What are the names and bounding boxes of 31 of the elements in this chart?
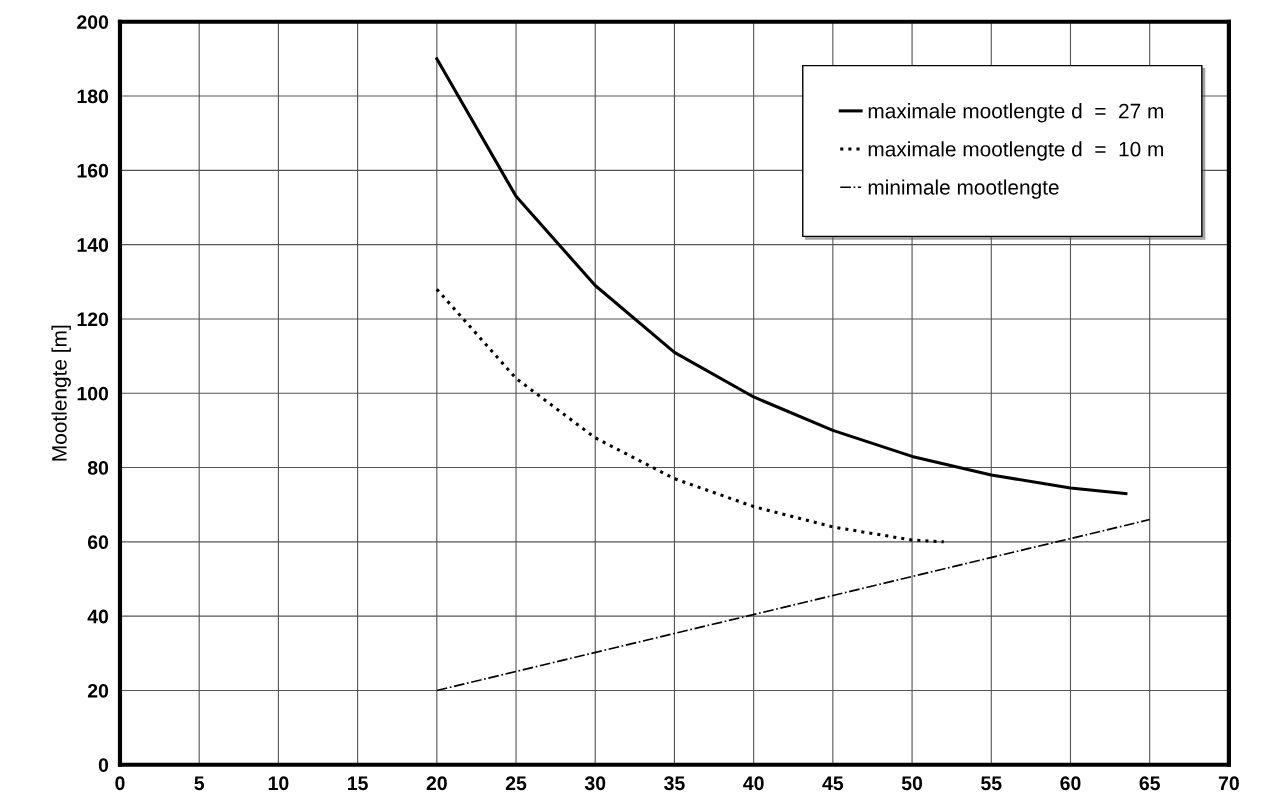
y-tick-label: 40	[87, 609, 109, 624]
legend-label: maximale mootlengte d = 10 m	[868, 141, 1163, 161]
x-tick-label: 55	[981, 776, 1002, 791]
y-tick-label: 160	[77, 163, 109, 178]
x-tick-label: 5	[194, 776, 205, 791]
y-tick-label: 20	[87, 683, 109, 698]
x-tick-label: 0	[115, 776, 125, 791]
x-tick-label: 30	[584, 776, 606, 791]
x-tick-label: 40	[743, 776, 764, 791]
y-tick-label: 80	[87, 461, 109, 475]
line-series	[435, 287, 946, 544]
legend-label: minimale mootlengte	[868, 179, 1059, 199]
x-tick-label: 50	[901, 776, 923, 791]
x-tick-label: 45	[822, 776, 844, 791]
y-tick-label: 140	[77, 238, 109, 252]
x-tick-label: 15	[348, 776, 368, 791]
y-tick-label: 120	[77, 312, 109, 327]
y-tick-label: 60	[87, 535, 109, 550]
x-tick-label: 20	[426, 776, 447, 791]
x-tick-label: 70	[1218, 776, 1239, 791]
x-tick-label: 25	[505, 776, 527, 791]
x-tick-label: 10	[268, 776, 289, 791]
y-axis-title: Mootlengte [m]	[51, 325, 71, 461]
y-tick-label: 0	[98, 758, 109, 772]
y-tick-label: 100	[77, 386, 109, 401]
legend-label: maximale mootlengte d = 27 m	[868, 103, 1163, 123]
x-tick-label: 60	[1060, 776, 1081, 791]
x-tick-label: 35	[664, 776, 685, 791]
y-tick-label: 180	[77, 89, 109, 104]
y-tick-label: 200	[77, 15, 109, 29]
x-tick-label: 65	[1139, 776, 1160, 791]
